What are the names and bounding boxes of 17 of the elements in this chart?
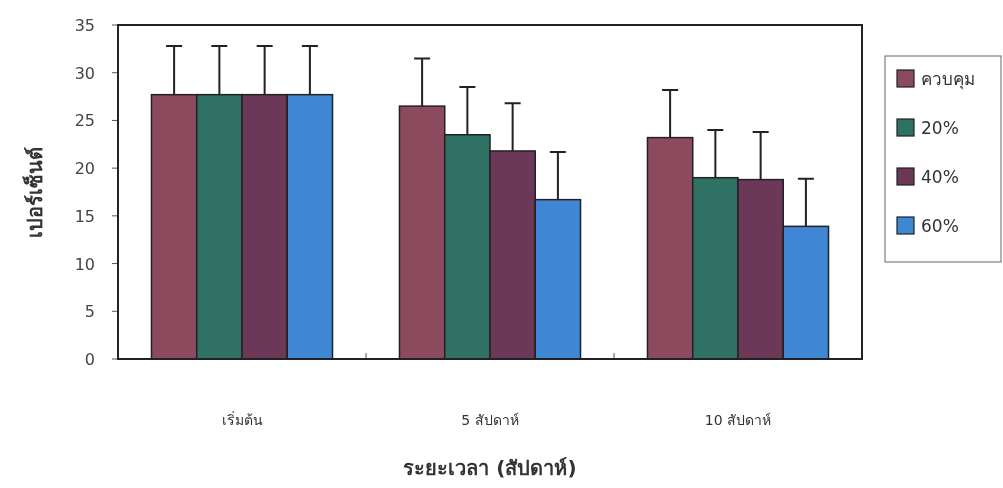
- y-tick-label: 15: [74, 206, 95, 226]
- legend-label: 20%: [921, 118, 959, 138]
- y-tick-label: 20: [74, 159, 95, 179]
- legend-label: ควบคุม: [921, 69, 975, 90]
- y-tick-label: 25: [74, 111, 95, 131]
- y-tick-label: 35: [74, 16, 95, 35]
- y-tick-label: 10: [74, 254, 95, 274]
- x-tick-label: 5 สัปดาห์: [461, 412, 519, 428]
- x-tick-label: 10 สัปดาห์: [704, 412, 772, 428]
- y-tick-label: 0: [84, 350, 95, 369]
- y-axis-title: เปอร์เซ็นต์: [22, 146, 47, 238]
- x-tick-label: เริ่มต้น: [221, 411, 263, 428]
- y-tick-label: 5: [84, 302, 95, 322]
- legend-label: 60%: [921, 216, 959, 236]
- legend-label: 40%: [921, 167, 959, 187]
- y-tick-label: 30: [74, 63, 95, 83]
- x-axis-title: ระยะเวลา (สัปดาห์): [403, 456, 577, 480]
